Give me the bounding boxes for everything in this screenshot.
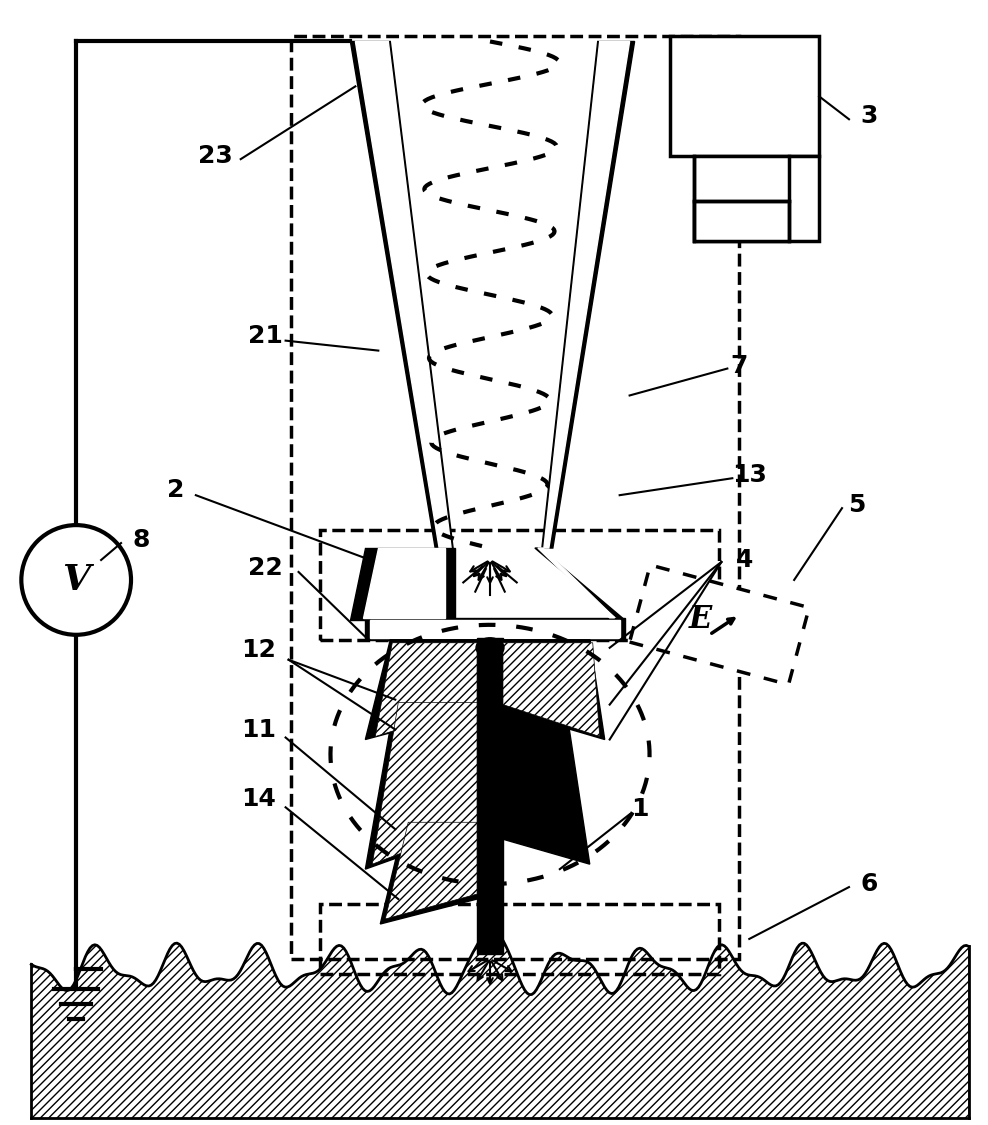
Polygon shape [695, 156, 819, 241]
Polygon shape [375, 642, 477, 737]
Polygon shape [477, 638, 503, 954]
Polygon shape [351, 548, 455, 620]
Polygon shape [366, 618, 624, 640]
Text: 11: 11 [241, 718, 277, 741]
Text: 2: 2 [167, 478, 185, 502]
Polygon shape [380, 819, 477, 924]
Polygon shape [351, 42, 453, 548]
Text: 12: 12 [241, 638, 276, 661]
Polygon shape [541, 42, 634, 548]
Bar [320, 530, 719, 640]
Polygon shape [537, 548, 615, 618]
Text: 21: 21 [248, 324, 284, 348]
Polygon shape [543, 42, 629, 548]
Polygon shape [366, 700, 477, 870]
Polygon shape [370, 620, 619, 638]
Bar [290, 36, 739, 958]
Bar [320, 904, 719, 974]
Text: E: E [689, 604, 711, 636]
Polygon shape [385, 822, 477, 919]
Polygon shape [695, 201, 789, 241]
Text: 6: 6 [861, 872, 877, 897]
Circle shape [22, 525, 131, 634]
Text: 1: 1 [631, 798, 648, 821]
Text: 7: 7 [730, 353, 748, 378]
Text: 22: 22 [248, 556, 283, 580]
Polygon shape [503, 642, 600, 737]
Text: 14: 14 [241, 788, 276, 811]
Polygon shape [503, 640, 605, 739]
Text: 4: 4 [736, 548, 753, 572]
Polygon shape [366, 640, 477, 739]
Polygon shape [356, 42, 452, 548]
Polygon shape [670, 36, 819, 156]
Text: 5: 5 [849, 493, 865, 518]
Polygon shape [364, 548, 446, 618]
Polygon shape [535, 548, 624, 620]
Ellipse shape [476, 638, 504, 658]
Text: 13: 13 [732, 464, 767, 487]
Text: 3: 3 [861, 105, 877, 128]
Polygon shape [503, 700, 590, 864]
Polygon shape [372, 703, 477, 864]
Text: V: V [62, 562, 90, 597]
Text: 23: 23 [199, 144, 233, 168]
Text: 8: 8 [132, 528, 150, 552]
Bar [629, 565, 809, 685]
